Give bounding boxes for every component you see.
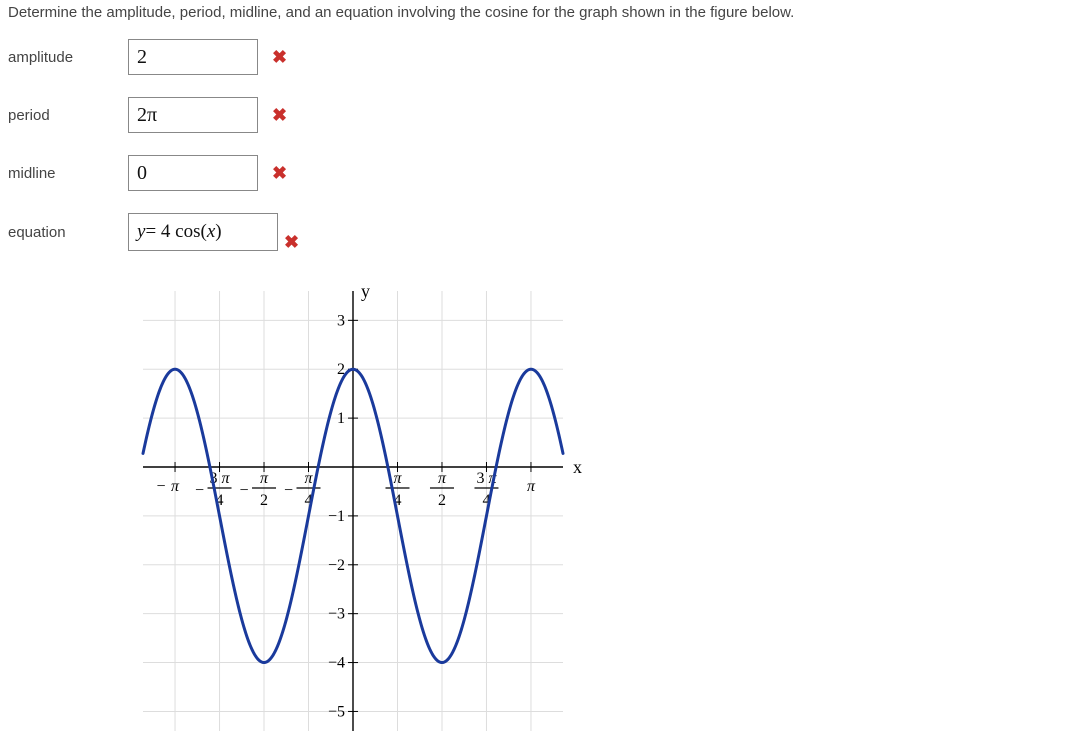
svg-text:−5: −5 xyxy=(328,703,345,720)
svg-text:−2: −2 xyxy=(328,557,345,574)
svg-text:−4: −4 xyxy=(328,655,345,672)
row-amplitude: amplitude 2 ✖ xyxy=(8,39,1059,75)
cosine-graph: −5−4−3−2−1123−π−3 π4−π2−π4π4π23 π4πyx xyxy=(123,281,1059,745)
svg-text:3: 3 xyxy=(337,312,345,329)
svg-text:π: π xyxy=(393,470,402,487)
label-equation: equation xyxy=(8,224,128,241)
input-amplitude[interactable]: 2 xyxy=(128,39,258,75)
svg-text:π: π xyxy=(305,470,314,487)
incorrect-icon: ✖ xyxy=(272,48,287,66)
svg-text:−1: −1 xyxy=(328,508,345,525)
svg-text:π: π xyxy=(171,478,180,495)
svg-text:y: y xyxy=(361,281,370,301)
svg-text:π: π xyxy=(438,470,447,487)
svg-text:2: 2 xyxy=(438,492,446,509)
question-prompt: Determine the amplitude, period, midline… xyxy=(8,4,1059,21)
svg-text:π: π xyxy=(527,478,536,495)
svg-text:−3: −3 xyxy=(328,606,345,623)
label-period: period xyxy=(8,107,128,124)
row-midline: midline 0 ✖ xyxy=(8,155,1059,191)
row-equation: equation y = 4 cos(x) ✖ xyxy=(8,213,1059,251)
input-midline[interactable]: 0 xyxy=(128,155,258,191)
label-midline: midline xyxy=(8,165,128,182)
row-period: period 2π ✖ xyxy=(8,97,1059,133)
input-period[interactable]: 2π xyxy=(128,97,258,133)
svg-text:x: x xyxy=(573,457,582,477)
svg-text:1: 1 xyxy=(337,410,345,427)
svg-text:−: − xyxy=(157,478,166,495)
svg-text:2: 2 xyxy=(260,492,268,509)
svg-text:−: − xyxy=(195,482,204,499)
incorrect-icon: ✖ xyxy=(272,106,287,124)
svg-text:π: π xyxy=(260,470,269,487)
incorrect-icon: ✖ xyxy=(284,233,299,251)
input-equation[interactable]: y = 4 cos(x) xyxy=(128,213,278,251)
incorrect-icon: ✖ xyxy=(272,164,287,182)
answer-form: amplitude 2 ✖ period 2π ✖ midline 0 ✖ eq… xyxy=(8,39,1059,251)
svg-text:−: − xyxy=(240,482,249,499)
label-amplitude: amplitude xyxy=(8,49,128,66)
svg-text:−: − xyxy=(284,482,293,499)
